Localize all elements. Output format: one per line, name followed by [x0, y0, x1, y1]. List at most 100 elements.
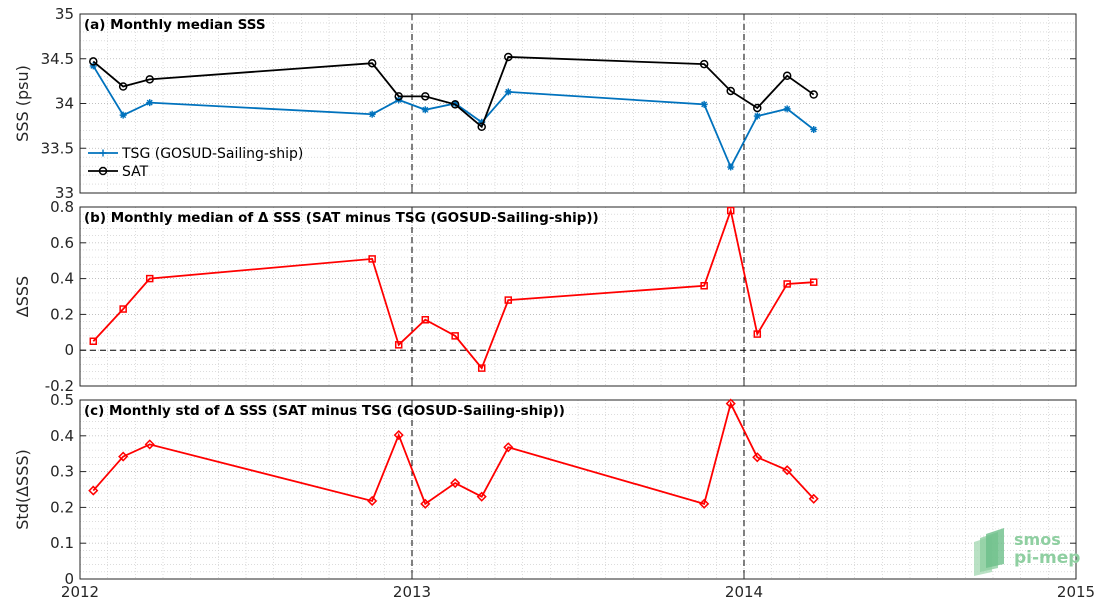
panel-c: 0 0.1 0.2 0.3 0.4 0.5 2012 2013 2014 2015 Std(ΔSSS… — [13, 391, 1095, 601]
data-point — [808, 493, 819, 504]
data-point — [89, 337, 98, 345]
y-axis-label: Std(ΔSSS) — [13, 449, 32, 529]
data-point — [367, 495, 378, 507]
panel-title: (a) Monthly median SSS — [84, 17, 266, 33]
data-point — [451, 332, 459, 340]
data-point — [782, 465, 793, 476]
data-point — [450, 477, 461, 489]
logo-text-smos: smos — [1014, 530, 1061, 549]
data-point — [782, 71, 792, 81]
data-point — [753, 112, 761, 120]
y-tick-label: 0.3 — [50, 463, 74, 481]
data-point — [699, 59, 709, 69]
y-tick-label: 34.5 — [41, 50, 74, 68]
y-tick-label: 33.5 — [41, 139, 74, 157]
data-point — [809, 90, 818, 99]
data-point — [145, 274, 154, 283]
series-line — [92, 401, 815, 506]
panel-b: -0.2 0 0.2 0.4 0.6 0.8 ΔSSS (b) Monthly median … — [13, 198, 1077, 395]
data-point — [809, 278, 818, 286]
data-point — [699, 498, 710, 509]
data-point — [118, 451, 129, 462]
y-tick-label: 0 — [64, 570, 74, 588]
data-point — [393, 430, 404, 441]
data-point — [394, 341, 403, 349]
data-point — [783, 280, 791, 288]
y-axis-label: SSS (psu) — [13, 65, 32, 142]
legend-marker — [98, 166, 108, 176]
legend-marker — [99, 149, 107, 157]
data-point — [753, 330, 762, 338]
y-tick-label: 0.2 — [50, 305, 74, 323]
data-point — [504, 52, 513, 62]
y-tick-label: 35 — [55, 5, 74, 23]
panel-title: (b) Monthly median of Δ SSS (SAT minus T… — [84, 210, 599, 226]
data-point — [118, 82, 128, 91]
data-point — [700, 282, 708, 290]
data-point — [421, 316, 430, 324]
logo-mark-icon — [974, 528, 1004, 576]
series-line — [92, 65, 815, 170]
data-point — [146, 99, 154, 107]
data-point — [725, 398, 736, 409]
x-tick-label: 2015 — [1057, 583, 1095, 601]
logo-text-pi-mep: pi-mep — [1014, 548, 1081, 568]
series-line — [92, 56, 815, 129]
data-point — [89, 62, 97, 70]
x-tick-label: 2014 — [725, 583, 763, 601]
y-tick-label: 0 — [64, 341, 74, 359]
y-tick-label: 0.5 — [50, 391, 74, 409]
y-tick-label: 0.4 — [50, 270, 74, 288]
y-tick-label: 0.2 — [50, 498, 74, 516]
y-tick-label: 33 — [55, 184, 74, 202]
y-tick-label: 0.8 — [50, 198, 74, 216]
data-point — [477, 364, 486, 372]
data-point — [752, 452, 763, 463]
axes-box — [79, 206, 1077, 387]
x-tick-label: 2012 — [61, 583, 99, 601]
data-point — [726, 86, 735, 96]
data-point — [421, 106, 429, 114]
y-tick-label: -0.2 — [45, 377, 74, 395]
data-point — [753, 103, 762, 113]
series-line — [92, 207, 814, 370]
data-point — [421, 92, 430, 101]
smos-pi-mep-logo: smos pi-mep — [970, 528, 1090, 580]
data-point — [504, 88, 512, 96]
data-point — [119, 305, 127, 313]
data-point — [504, 296, 513, 304]
panel-a: 33 33.5 34 34.5 35 SSS (psu) (a) Monthly media… — [13, 5, 1077, 202]
data-point — [727, 163, 735, 171]
legend-label: TSG (GOSUD-Sailing-ship) — [121, 146, 303, 162]
data-point — [420, 498, 431, 509]
data-point — [450, 100, 460, 109]
data-point — [700, 100, 708, 108]
data-point — [145, 75, 154, 84]
data-point — [726, 206, 735, 215]
data-point — [477, 122, 486, 132]
y-tick-label: 34 — [55, 95, 74, 113]
y-tick-label: 0.6 — [50, 234, 74, 252]
axes-box — [79, 399, 1077, 580]
data-point — [88, 485, 99, 496]
data-point — [476, 491, 487, 502]
data-point — [394, 92, 403, 101]
data-point — [367, 58, 377, 68]
y-axis-label: ΔSSS — [13, 276, 32, 317]
data-point — [810, 125, 818, 133]
data-point — [119, 111, 127, 119]
data-point — [89, 57, 98, 66]
legend: TSG (GOSUD-Sailing-ship) SAT — [88, 146, 303, 180]
x-tick-label: 2013 — [393, 583, 431, 601]
legend-label: SAT — [122, 164, 149, 180]
data-point — [478, 118, 486, 126]
y-tick-label: 0.4 — [50, 427, 74, 445]
y-tick-label: 0.1 — [50, 534, 74, 552]
data-point — [368, 110, 376, 118]
data-point — [144, 439, 155, 450]
data-point — [783, 105, 791, 113]
data-point — [503, 442, 514, 453]
panel-title: (c) Monthly std of Δ SSS (SAT minus TSG … — [84, 403, 565, 419]
